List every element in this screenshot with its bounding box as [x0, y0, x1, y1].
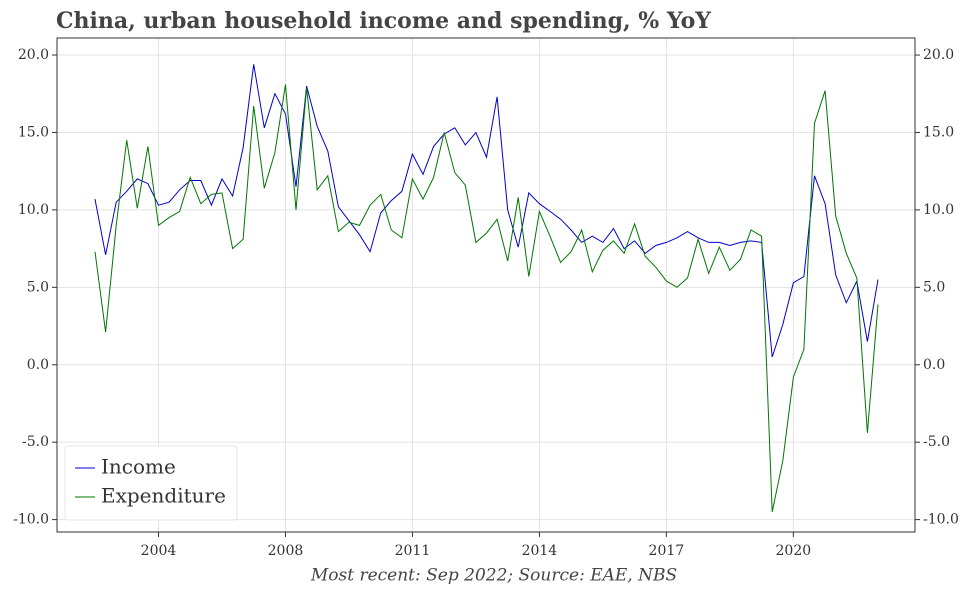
y2-tick-label: 15.0: [923, 124, 954, 140]
y-tick-label: -10.0: [13, 512, 49, 528]
x-tick-label: 2008: [268, 543, 304, 559]
legend-box: [64, 445, 238, 521]
y-tick-label: 5.0: [27, 279, 49, 295]
series-line: [94, 64, 879, 358]
chart-title: China, urban household income and spendi…: [56, 8, 711, 34]
y2-tick-label: 20.0: [923, 47, 954, 63]
y2-tick-label: -5.0: [923, 434, 950, 450]
y2-tick-label: 0.0: [923, 357, 945, 373]
legend-label: Income: [101, 455, 176, 479]
y2-tick-label: -10.0: [923, 512, 959, 528]
y-tick-label: 0.0: [27, 357, 49, 373]
legend-label: Expenditure: [101, 484, 226, 508]
x-tick-label: 2011: [395, 543, 431, 559]
series-line: [94, 84, 879, 513]
y2-tick-label: 5.0: [923, 279, 945, 295]
y-tick-label: -5.0: [22, 434, 49, 450]
plot-frame: [56, 37, 916, 533]
x-tick-label: 2004: [141, 543, 177, 559]
y2-tick-label: 10.0: [923, 202, 954, 218]
y-tick-label: 15.0: [18, 124, 49, 140]
x-tick-label: 2014: [522, 543, 558, 559]
x-tick-label: 2020: [776, 543, 812, 559]
y-tick-label: 20.0: [18, 47, 49, 63]
source-note: Most recent: Sep 2022; Source: EAE, NBS: [310, 566, 677, 586]
x-tick-label: 2017: [649, 543, 685, 559]
y-tick-label: 10.0: [18, 202, 49, 218]
